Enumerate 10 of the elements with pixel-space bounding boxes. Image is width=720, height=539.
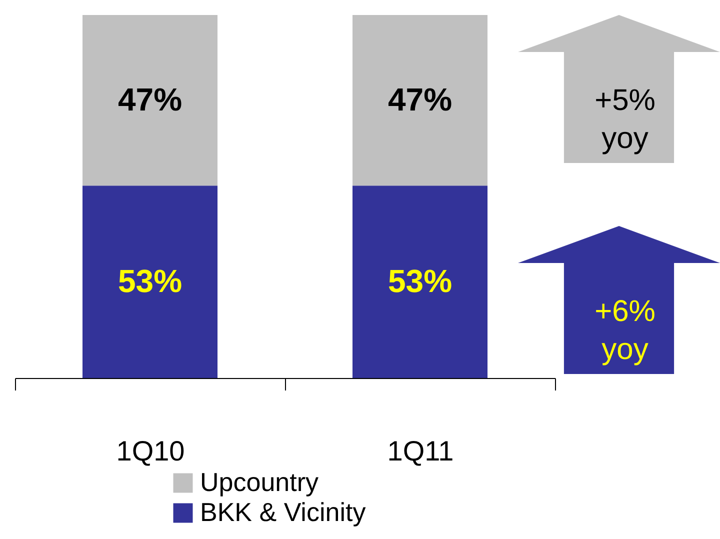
text: +6% yoy — [594, 295, 656, 366]
x-tick-label: 1Q11 — [387, 436, 454, 466]
text: +5% yoy — [594, 84, 656, 155]
data-label: 47% — [388, 81, 452, 118]
legend-label: BKK & Vicinity — [200, 497, 366, 527]
data-label: 53% — [388, 262, 452, 299]
legend-label: Upcountry — [200, 467, 318, 497]
data-label: 47% — [118, 81, 182, 118]
data-label: 53% — [118, 262, 182, 299]
x-tick-label: 1Q10 — [116, 436, 185, 466]
